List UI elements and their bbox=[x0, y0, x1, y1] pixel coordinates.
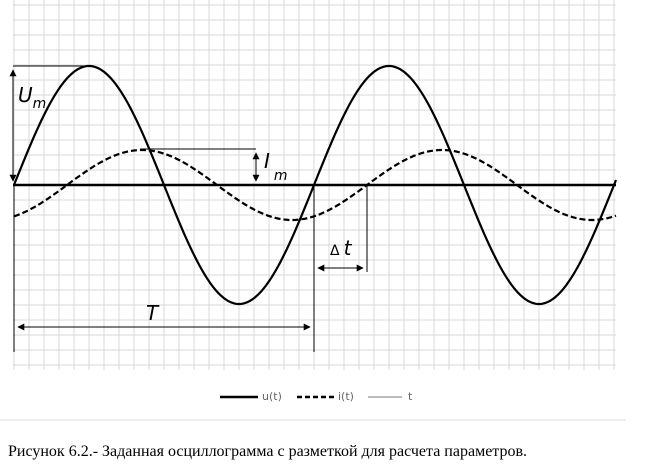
legend: u(t) i(t) t bbox=[220, 390, 413, 403]
i-label: Im bbox=[264, 149, 288, 184]
current-curve bbox=[13, 148, 617, 222]
dt-symbol: Δ bbox=[330, 243, 340, 259]
legend-label: t bbox=[408, 390, 413, 403]
dt-main: t bbox=[344, 236, 353, 260]
u-label-sub: m bbox=[33, 96, 47, 112]
period-label: T bbox=[146, 301, 160, 325]
legend-label: i(t) bbox=[338, 390, 354, 403]
i-label-main: I bbox=[264, 149, 270, 173]
voltage-curve bbox=[12, 64, 618, 306]
caption: Рисунок 6.2.- Заданная осциллограмма с р… bbox=[8, 443, 527, 460]
i-label-sub: m bbox=[274, 168, 288, 184]
u-label: Um bbox=[18, 83, 46, 112]
markup bbox=[9, 65, 368, 352]
u-label-main: U bbox=[18, 83, 33, 107]
legend-label: u(t) bbox=[262, 390, 282, 403]
